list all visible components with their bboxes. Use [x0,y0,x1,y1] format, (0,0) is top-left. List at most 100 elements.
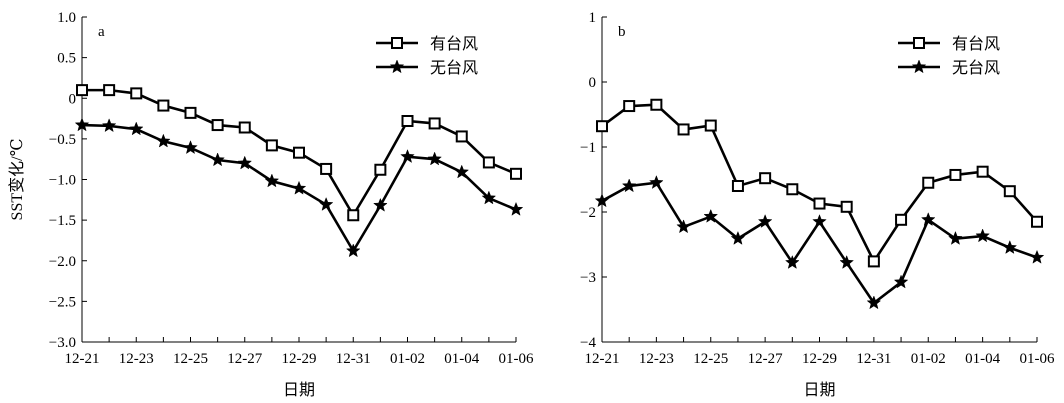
data-point-square [374,163,387,176]
data-point-square [293,146,305,159]
data-point-square [922,176,935,189]
x-axis-title: 日期 [803,381,835,399]
data-point-square [428,117,441,130]
data-point-star [948,230,963,245]
data-point-star [676,219,691,234]
data-point-star [1029,249,1045,264]
data-point-square [596,120,608,133]
legend-marker [913,37,925,49]
y-axis-title: SST变化/℃ [8,139,26,221]
data-point-square [265,139,278,152]
data-point-star [237,155,253,170]
y-tick-label: −2.0 [49,254,76,270]
y-tick-label: −1.5 [49,213,76,229]
data-point-star [454,164,470,179]
x-tick-label: 12-25 [693,351,728,367]
data-point-square [1003,185,1016,198]
data-point-square [482,156,495,169]
y-tick-label: −1 [580,140,596,156]
series-with-typhoon [596,98,1043,268]
data-point-square [130,87,143,100]
data-point-star [481,190,497,205]
y-tick-label: 0 [69,91,77,107]
x-tick-label: 12-21 [65,351,100,367]
data-point-square [211,119,224,132]
x-tick-label: 12-27 [748,351,783,367]
data-point-star [74,117,90,132]
legend-marker [389,59,405,74]
data-point-square [704,119,717,132]
panel-label: a [98,24,105,40]
data-point-star [621,178,637,193]
x-tick-label: 01-02 [911,351,946,367]
series-without-typhoon [74,117,524,258]
data-point-square [103,84,116,97]
data-point-star [812,214,827,228]
y-tick-label: −4 [580,335,596,351]
panel-b-chart: 1 0 −1 −2 −3 −412-21 12-23 12-25 12-27 12-29 12-31… [580,10,1055,399]
data-point-star [703,208,719,223]
panel-label: b [618,24,626,40]
data-point-star [594,193,610,208]
y-tick-label: −1.0 [49,173,76,189]
data-point-star [893,274,909,289]
data-point-square [76,84,88,97]
data-point-star [183,140,198,155]
x-axis-title: 日期 [283,381,315,399]
data-point-star [757,214,773,228]
x-tick-label: 01-04 [965,351,1000,367]
x-tick-label: 12-29 [282,351,317,367]
x-tick-label: 12-27 [227,351,262,367]
data-point-square [401,115,414,127]
data-point-square [347,209,360,222]
data-point-star [839,255,854,269]
y-tick-label: −2 [580,205,596,221]
data-point-star [101,118,117,133]
data-point-star [291,180,307,195]
data-point-square [623,100,636,113]
data-point-star [427,151,442,166]
data-point-square [510,167,522,180]
data-point-square [813,197,826,210]
data-point-square [320,162,333,175]
data-point-square [238,121,251,134]
data-point-square [949,168,962,181]
data-point-square [157,99,170,112]
y-tick-label: −2.5 [49,294,76,310]
data-point-star [649,175,664,189]
data-point-star [264,173,280,188]
x-tick-label: 12-31 [336,351,371,367]
data-point-star [920,212,936,227]
data-point-star [866,295,882,310]
series-with-typhoon [76,84,522,222]
data-point-star [975,228,990,243]
data-point-square [184,106,197,119]
data-point-star [1002,240,1018,254]
data-point-square [840,200,853,213]
data-point-star [318,196,334,211]
y-tick-label: −3 [580,270,596,286]
y-tick-label: −3.0 [49,335,76,351]
legend-marker [911,59,927,74]
legend-marker [391,37,403,49]
data-point-star [156,133,171,148]
legend-label: 有台风 [430,35,478,53]
y-tick-label: 1 [589,10,597,26]
x-tick-label: 01-06 [499,351,534,367]
x-tick-label: 12-21 [585,351,620,367]
data-point-star [210,152,225,167]
x-tick-label: 01-04 [444,351,479,367]
data-point-star [345,243,361,258]
data-point-square [731,180,744,192]
data-point-star [785,255,800,269]
x-tick-label: 12-23 [639,351,674,367]
x-tick-label: 01-02 [390,351,425,367]
data-point-square [976,165,989,178]
data-point-star [400,149,415,163]
data-point-square [1031,215,1043,228]
legend-label: 无台风 [952,59,1000,77]
data-point-star [730,230,746,245]
data-point-square [677,123,690,136]
data-point-star [508,201,524,216]
